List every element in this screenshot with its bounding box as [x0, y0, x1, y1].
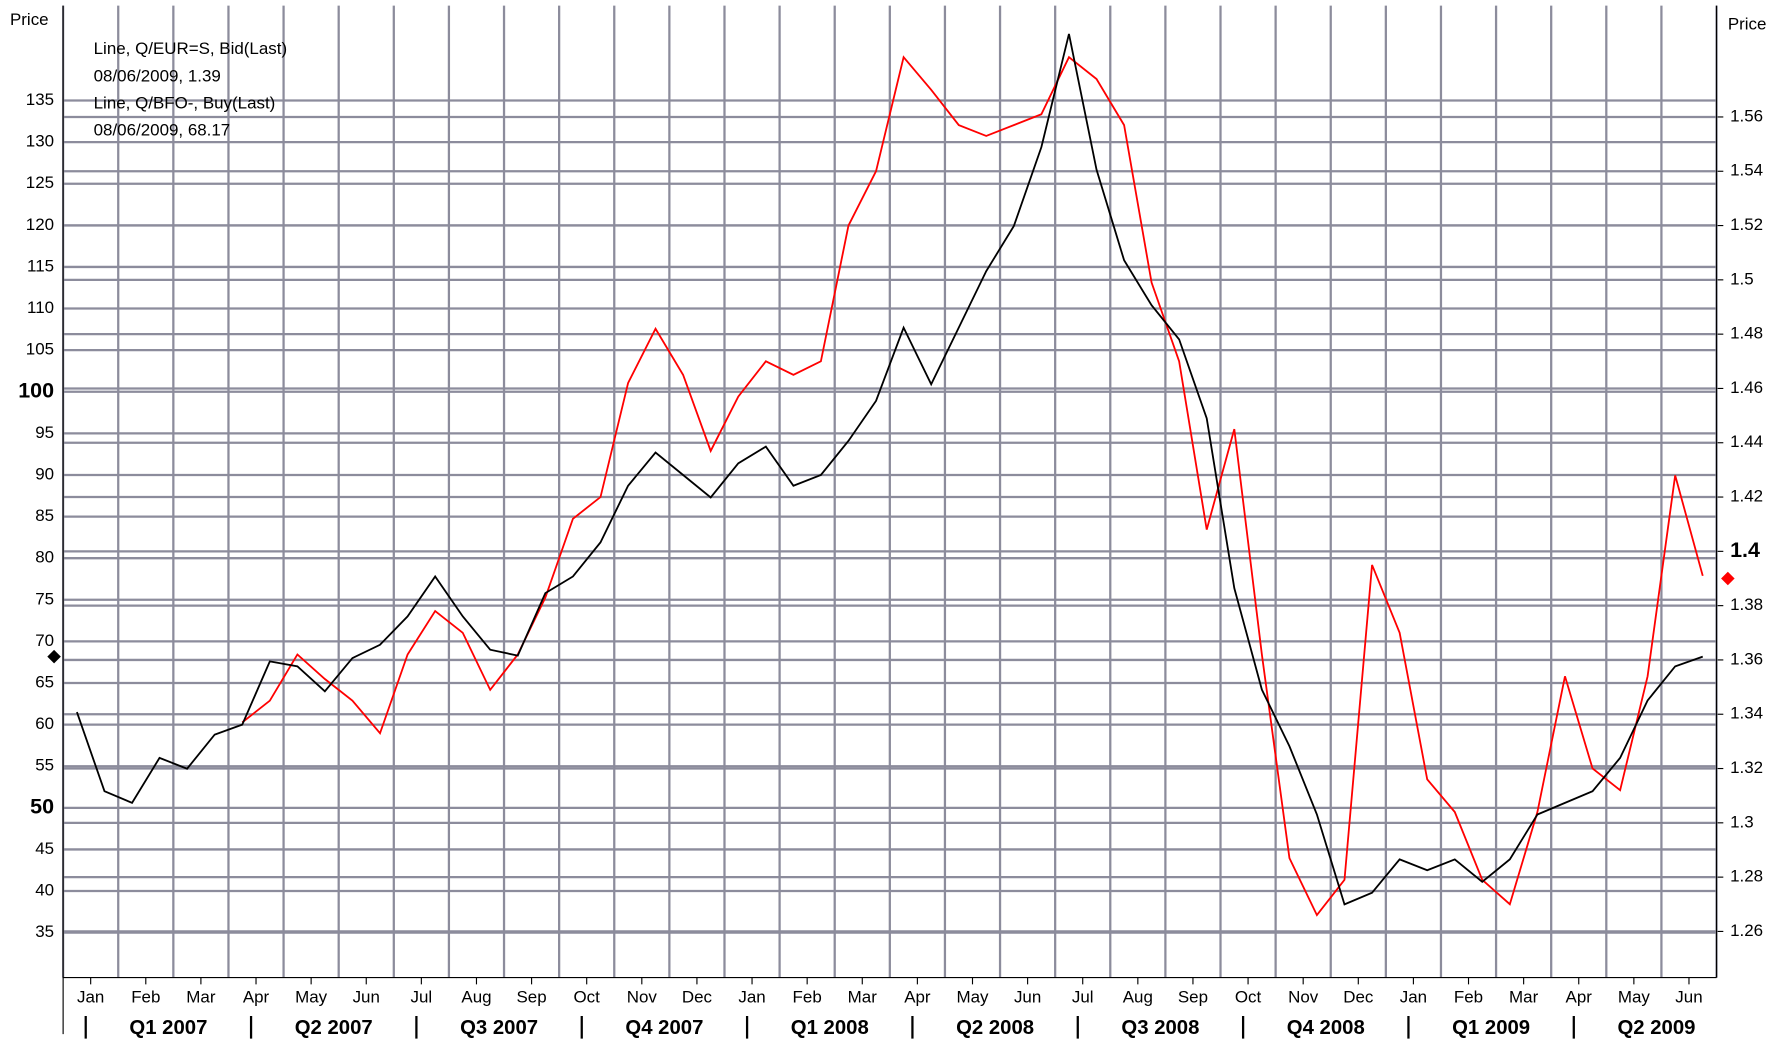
x-tick-label: Jan	[77, 987, 104, 1006]
y-tick-label: 95	[35, 423, 54, 442]
y-tick-label: 55	[35, 756, 54, 775]
y-tick-label: 50	[30, 794, 54, 818]
x-tick-label: Feb	[793, 987, 822, 1006]
x-tick-label: Dec	[682, 987, 713, 1006]
y-tick-label: 100	[18, 378, 54, 402]
x-tick-label: Jan	[738, 987, 765, 1006]
x-tick-label: Nov	[627, 987, 658, 1006]
y-axis-label: Price	[10, 10, 49, 29]
quarter-label: Q2 2007	[295, 1017, 373, 1039]
y-tick-label: 80	[35, 548, 54, 567]
y-tick-label: 45	[35, 839, 54, 858]
last-value-marker	[47, 649, 61, 664]
quarter-label: Q1 2009	[1452, 1017, 1530, 1039]
x-tick-label: Nov	[1288, 987, 1319, 1006]
y2-tick-label: 1.36	[1730, 649, 1763, 668]
y2-tick-label: 1.34	[1730, 704, 1763, 723]
x-tick-label: Feb	[131, 987, 160, 1006]
x-tick-label: Sep	[517, 987, 547, 1006]
y2-tick-label: 1.42	[1730, 487, 1763, 506]
y-tick-label: 85	[35, 506, 54, 525]
y2-tick-label: 1.4	[1730, 538, 1760, 562]
y2-tick-label: 1.46	[1730, 378, 1763, 397]
x-tick-label: Apr	[1566, 987, 1593, 1006]
series-line	[76, 33, 1704, 906]
y2-tick-label: 1.26	[1730, 921, 1763, 940]
x-tick-label: Oct	[1235, 987, 1262, 1006]
x-tick-label: Mar	[848, 987, 878, 1006]
quarter-label: Q4 2007	[625, 1017, 703, 1039]
quarter-label: Q2 2008	[956, 1017, 1034, 1039]
x-tick-label: Sep	[1178, 987, 1208, 1006]
y-tick-label: 130	[26, 132, 54, 151]
quarter-label: Q4 2008	[1287, 1017, 1365, 1039]
y-tick-label: 120	[26, 215, 54, 234]
quarter-label: Q3 2008	[1121, 1017, 1199, 1039]
y-tick-label: 90	[35, 464, 54, 483]
y2-tick-label: 1.56	[1730, 106, 1763, 125]
x-tick-label: May	[295, 987, 328, 1006]
legend-entry: Line, Q/BFO-, Buy(Last)	[94, 93, 276, 112]
x-tick-label: Apr	[243, 987, 270, 1006]
y-tick-label: 40	[35, 881, 54, 900]
x-tick-label: Feb	[1454, 987, 1483, 1006]
y-tick-label: 115	[27, 256, 54, 275]
y-tick-label: 75	[35, 589, 54, 608]
x-tick-label: Jun	[1675, 987, 1702, 1006]
x-tick-label: Mar	[186, 987, 216, 1006]
last-value-marker	[1721, 571, 1735, 586]
y-tick-label: 65	[35, 672, 54, 691]
y-tick-label: 135	[26, 90, 54, 109]
y2-tick-label: 1.52	[1730, 215, 1763, 234]
x-tick-label: May	[956, 987, 989, 1006]
series-line	[241, 55, 1704, 917]
x-tick-label: Apr	[904, 987, 931, 1006]
x-tick-label: Oct	[574, 987, 601, 1006]
y2-tick-label: 1.48	[1730, 324, 1763, 343]
y2-tick-label: 1.28	[1730, 867, 1763, 886]
y-tick-label: 35	[35, 922, 54, 941]
y2-tick-label: 1.38	[1730, 595, 1763, 614]
y-tick-label: 110	[27, 298, 54, 317]
x-tick-label: Aug	[461, 987, 491, 1006]
x-tick-label: Aug	[1123, 987, 1153, 1006]
x-tick-label: Mar	[1509, 987, 1539, 1006]
legend-value: 08/06/2009, 1.39	[94, 66, 221, 85]
y2-tick-label: 1.3	[1730, 812, 1754, 831]
y2-tick-label: 1.44	[1730, 432, 1763, 451]
y-tick-label: 105	[26, 340, 54, 359]
y2-tick-label: 1.54	[1730, 161, 1763, 180]
legend-entry: Line, Q/EUR=S, Bid(Last)	[94, 39, 287, 58]
y-tick-label: 125	[26, 173, 54, 192]
quarter-label: Q3 2007	[460, 1017, 538, 1039]
x-tick-label: Dec	[1343, 987, 1374, 1006]
y2-axis-label: Price	[1728, 14, 1767, 33]
y-tick-label: 60	[35, 714, 54, 733]
x-tick-label: Jun	[353, 987, 380, 1006]
x-tick-label: Jul	[1072, 987, 1094, 1006]
quarter-label: Q1 2007	[129, 1017, 207, 1039]
y2-tick-label: 1.32	[1730, 758, 1763, 777]
quarter-label: Q2 2009	[1617, 1017, 1695, 1039]
y-tick-label: 70	[35, 631, 54, 650]
x-tick-label: Jul	[411, 987, 433, 1006]
y2-tick-label: 1.5	[1730, 269, 1754, 288]
quarter-label: Q1 2008	[791, 1017, 869, 1039]
x-tick-label: May	[1618, 987, 1651, 1006]
x-tick-label: Jun	[1014, 987, 1041, 1006]
legend-value: 08/06/2009, 68.17	[94, 121, 231, 140]
x-tick-label: Jan	[1400, 987, 1427, 1006]
